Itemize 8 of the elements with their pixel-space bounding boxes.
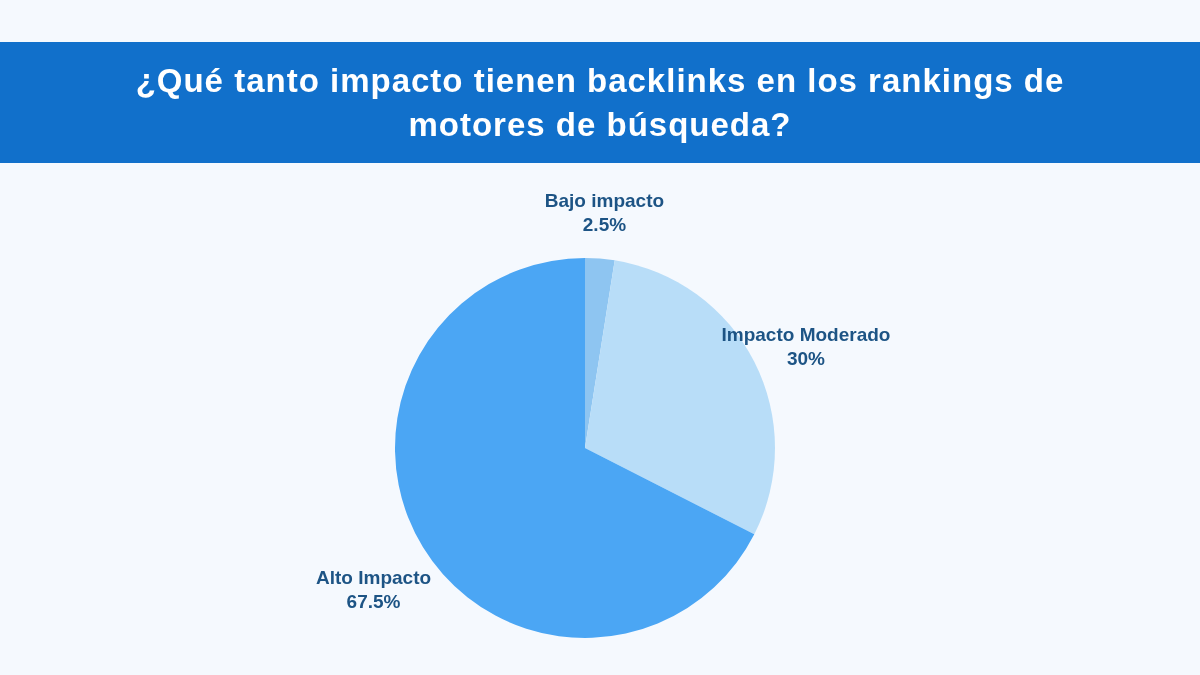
data-label: 30% (786, 348, 826, 370)
pie-slice (585, 258, 615, 448)
data-label: 2.5% (582, 213, 627, 235)
slice-label: Impacto Moderado (721, 324, 891, 346)
slice-label: Alto Impacto (316, 566, 432, 588)
slice-label: Bajo impacto (544, 189, 665, 211)
data-label: 67.5% (346, 590, 401, 612)
chart-title: ¿Qué tanto impacto tienen backlinks en los rankings de motores de búsqueda? (0, 42, 1200, 163)
